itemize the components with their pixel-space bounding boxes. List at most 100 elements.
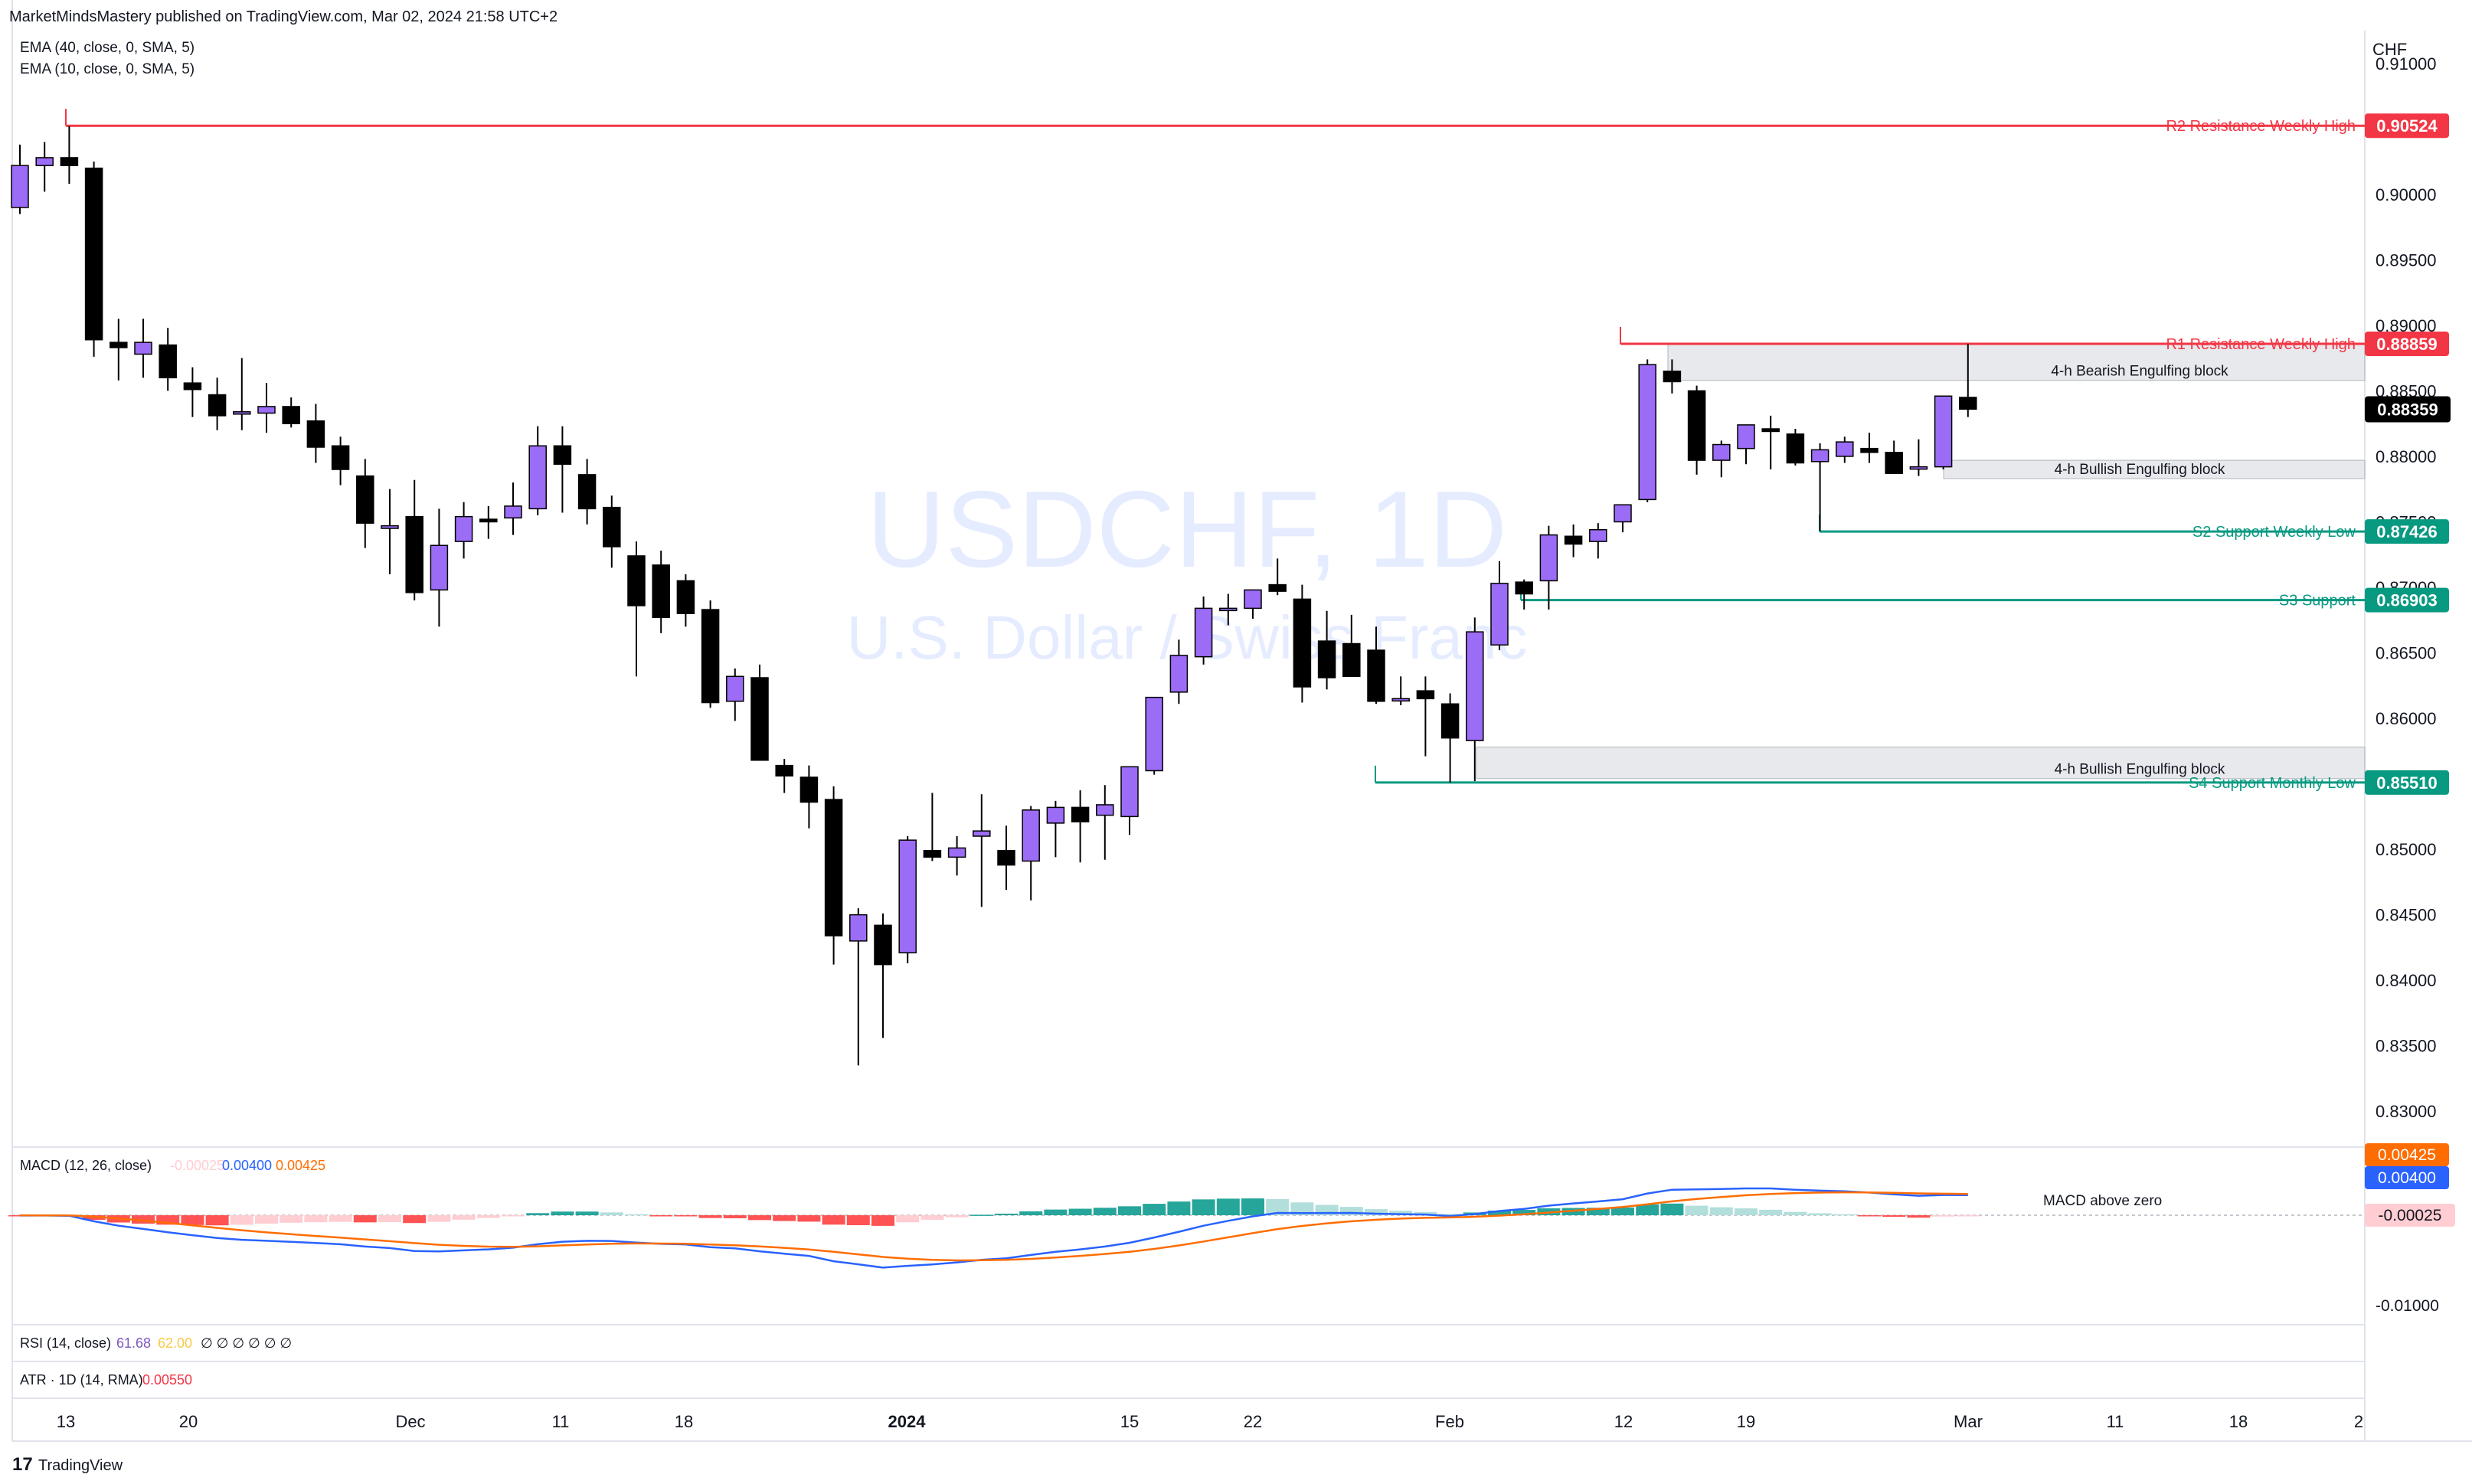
macd-hist-bar — [970, 1214, 993, 1216]
macd-hist-bar — [773, 1215, 796, 1221]
engulfing-zone-label: 4-h Bullish Engulfing block — [2055, 762, 2225, 778]
candle-bull — [1120, 766, 1139, 818]
atr-legend-value: 0.00550 — [142, 1372, 192, 1388]
macd-hist-bar — [1488, 1210, 1511, 1215]
time-axis-label: 18 — [675, 1412, 693, 1431]
candle-bear — [1342, 642, 1361, 678]
macd-hist-bar — [551, 1211, 574, 1215]
macd-hist-bar — [797, 1215, 821, 1222]
candle-bear — [1515, 581, 1533, 595]
engulfing-zones: 4-h Bearish Engulfing block 4-h Bullish E… — [1476, 343, 2366, 780]
macd-hist-bar — [1512, 1210, 1536, 1215]
price-tick-label: 0.83000 — [2376, 1102, 2437, 1121]
price-tick-label: 0.91000 — [2376, 54, 2437, 74]
macd-hist-bar — [1365, 1209, 1388, 1215]
candle-bull — [1810, 449, 1829, 463]
level-price-value: 0.87426 — [2376, 522, 2438, 541]
macd-hist-bar — [1438, 1214, 1462, 1215]
candle-bear — [159, 344, 177, 379]
candle-bear — [923, 850, 942, 858]
macd-hist-bar — [600, 1212, 623, 1215]
candle-bull — [1638, 364, 1656, 501]
time-axis-label: 12 — [1614, 1412, 1633, 1431]
macd-hist-bar — [1093, 1208, 1117, 1215]
candle-bear — [1440, 703, 1460, 739]
currency-label: CHF — [2372, 40, 2407, 59]
macd-hist-bar — [255, 1215, 278, 1224]
macd-legend-macd: 0.00400 — [222, 1158, 272, 1173]
candle-bull — [381, 525, 399, 529]
tradingview-logo: 17 — [12, 1454, 33, 1475]
engulfing-zone — [1476, 747, 2366, 780]
time-axis-label: Feb — [1435, 1412, 1464, 1431]
candle-bull — [504, 505, 522, 519]
macd-legend-signal: 0.00425 — [276, 1158, 325, 1173]
candle-bull — [1194, 607, 1213, 658]
candle-bear — [479, 518, 498, 523]
macd-hist-bar — [1068, 1208, 1092, 1215]
candle-bear — [84, 167, 103, 341]
candle-bear — [652, 564, 670, 619]
macd-hist-bar — [1833, 1214, 1856, 1216]
candle-bear — [306, 420, 325, 448]
macd-hist-bar — [181, 1215, 204, 1225]
macd-hist-bar — [1709, 1207, 1733, 1215]
macd-hist-bar — [748, 1215, 771, 1221]
ema-10-legend: EMA (10, close, 0, SMA, 5) — [20, 61, 195, 77]
candle-bull — [35, 157, 54, 166]
hist-value-text: -0.00025 — [2379, 1207, 2442, 1224]
level-price-badge — [2365, 587, 2449, 613]
tv-logo-icon: 17 — [12, 1454, 33, 1475]
macd-hist-bar — [280, 1215, 303, 1223]
candle-bull — [947, 847, 966, 858]
time-axis-label: 22 — [1244, 1412, 1262, 1431]
candle-bear — [60, 157, 79, 166]
candle-bear — [750, 677, 769, 761]
macd-hist-bar — [476, 1215, 500, 1218]
rsi-legend-placeholders: ∅ ∅ ∅ ∅ ∅ ∅ — [201, 1335, 292, 1351]
publisher-caption: MarketMindsMastery published on TradingV… — [9, 8, 558, 25]
candle-bull — [454, 515, 473, 542]
price-tick-label: 0.84000 — [2376, 971, 2437, 990]
macd-legend-hist: -0.00025 — [170, 1158, 224, 1173]
candle-bull — [1589, 528, 1607, 542]
macd-hist-bar — [205, 1215, 229, 1226]
engulfing-zone-label: 4-h Bullish Engulfing block — [2055, 462, 2225, 478]
candlesticks — [11, 126, 1977, 1066]
candle-bear — [1885, 452, 1903, 474]
candle-bear — [1071, 806, 1090, 822]
macd-hist-bar — [1611, 1207, 1634, 1215]
time-axis-label: Mar — [1954, 1412, 1983, 1431]
macd-line — [20, 1187, 1968, 1269]
candle-bull — [430, 544, 449, 591]
candle-bear — [282, 406, 300, 424]
price-tick-label: 0.88000 — [2376, 447, 2437, 466]
candle-bear — [1293, 598, 1312, 688]
macd-hist-bar — [1290, 1202, 1314, 1215]
macd-hist-bar — [1858, 1215, 1881, 1217]
candle-bull — [233, 411, 251, 415]
macd-hist-bar — [1636, 1204, 1659, 1215]
last-price-value: 0.88359 — [2377, 400, 2438, 420]
candle-bull — [528, 445, 547, 510]
candle-bear — [1268, 583, 1287, 592]
candle-bear — [1860, 447, 1879, 453]
macd-hist-bar — [1784, 1211, 1807, 1215]
macd-value-badge — [2365, 1166, 2449, 1189]
macd-hist-bar — [502, 1215, 525, 1217]
time-axis-label: 20 — [179, 1412, 198, 1431]
rsi-legend-title: RSI (14, close) — [20, 1335, 111, 1351]
candle-bull — [11, 165, 29, 208]
signal-value-badge — [2365, 1143, 2449, 1166]
time-axis-label: 2 — [2354, 1412, 2363, 1431]
macd-hist-bar — [1143, 1204, 1166, 1215]
macd-hist-bar — [452, 1215, 476, 1220]
time-axis-label: 19 — [1737, 1412, 1755, 1431]
macd-hist-bar — [871, 1215, 894, 1226]
macd-hist-bar — [304, 1215, 328, 1223]
candle-bear — [775, 764, 793, 777]
candle-bull — [1934, 395, 1953, 468]
macd-hist-bar — [1586, 1208, 1610, 1215]
